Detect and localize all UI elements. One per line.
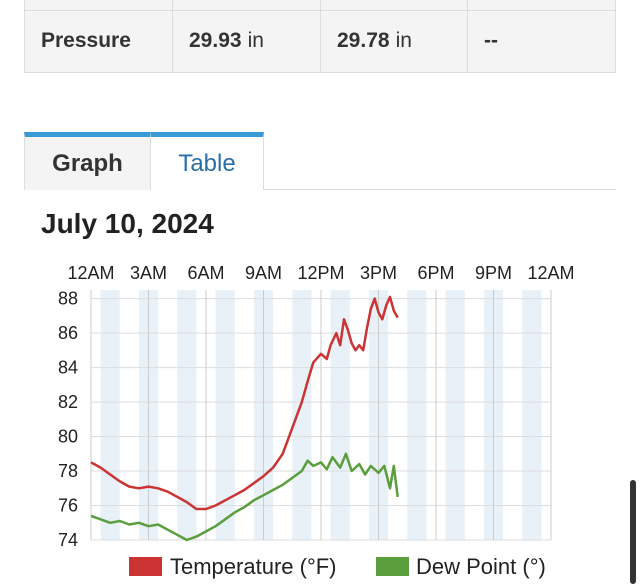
table-row: Pressure 29.93 in 29.78 in -- [25, 0, 615, 72]
x-tick-label: 9AM [245, 263, 282, 283]
series-line [90, 295, 399, 511]
x-tick-label: 12AM [67, 263, 114, 283]
x-tick-label: 12AM [527, 263, 574, 283]
summary-label: Pressure [25, 0, 173, 72]
pressure-low-cell: 29.78 in [321, 0, 468, 72]
y-tick-label: 80 [58, 427, 78, 447]
chart-legend: Temperature (°F) Dew Point (°) [129, 554, 546, 579]
view-tabs: Graph Table [24, 132, 616, 190]
pressure-average-value: -- [484, 29, 498, 52]
y-tick-label: 76 [58, 496, 78, 516]
x-axis-ticks: 12AM 3AM 6AM 9AM 12PM 3PM 6PM 9PM 12AM [67, 263, 574, 283]
pressure-high-unit: in [247, 29, 264, 52]
y-axis-ticks: 88 86 84 82 80 78 76 74 [58, 289, 78, 550]
series-line [90, 452, 399, 542]
legend-label: Temperature (°F) [170, 554, 337, 579]
tab-graph[interactable]: Graph [24, 132, 151, 190]
night-shading-bands [100, 290, 542, 540]
x-tick-label: 6AM [187, 263, 224, 283]
chart-grid [90, 290, 552, 541]
y-tick-label: 82 [58, 392, 78, 412]
hour-band [292, 290, 312, 540]
pressure-high-cell: 29.93 in [173, 0, 321, 72]
chart-series [90, 295, 399, 542]
y-tick-label: 88 [58, 289, 78, 309]
page-scrollbar[interactable] [630, 480, 636, 584]
y-tick-label: 74 [58, 530, 78, 550]
x-tick-label: 6PM [417, 263, 454, 283]
chart-title: July 10, 2024 [41, 208, 214, 239]
pressure-high-value: 29.93 [189, 29, 242, 52]
hour-band [177, 290, 197, 540]
y-tick-label: 86 [58, 323, 78, 343]
hour-band [522, 290, 542, 540]
hour-band [330, 290, 350, 540]
tab-table[interactable]: Table [151, 132, 264, 190]
pressure-low-value: 29.78 [337, 29, 390, 52]
legend-swatch [376, 557, 409, 576]
y-tick-label: 84 [58, 358, 78, 378]
pressure-low-unit: in [395, 29, 412, 52]
pressure-summary-table: Pressure 29.93 in 29.78 in -- [24, 0, 616, 73]
temperature-dewpoint-chart: 12AM 3AM 6AM 9AM 12PM 3PM 6PM 9PM 12AM 888684828… [58, 263, 575, 579]
x-tick-label: 9PM [475, 263, 512, 283]
pressure-average-cell: -- [468, 0, 615, 72]
hour-band [215, 290, 235, 540]
x-tick-label: 12PM [297, 263, 344, 283]
x-tick-label: 3PM [360, 263, 397, 283]
legend-label: Dew Point (°) [416, 554, 546, 579]
legend-swatch [129, 557, 162, 576]
hour-band [445, 290, 465, 540]
x-tick-label: 3AM [130, 263, 167, 283]
hour-band [407, 290, 427, 540]
y-tick-label: 78 [58, 461, 78, 481]
hour-band [100, 290, 120, 540]
